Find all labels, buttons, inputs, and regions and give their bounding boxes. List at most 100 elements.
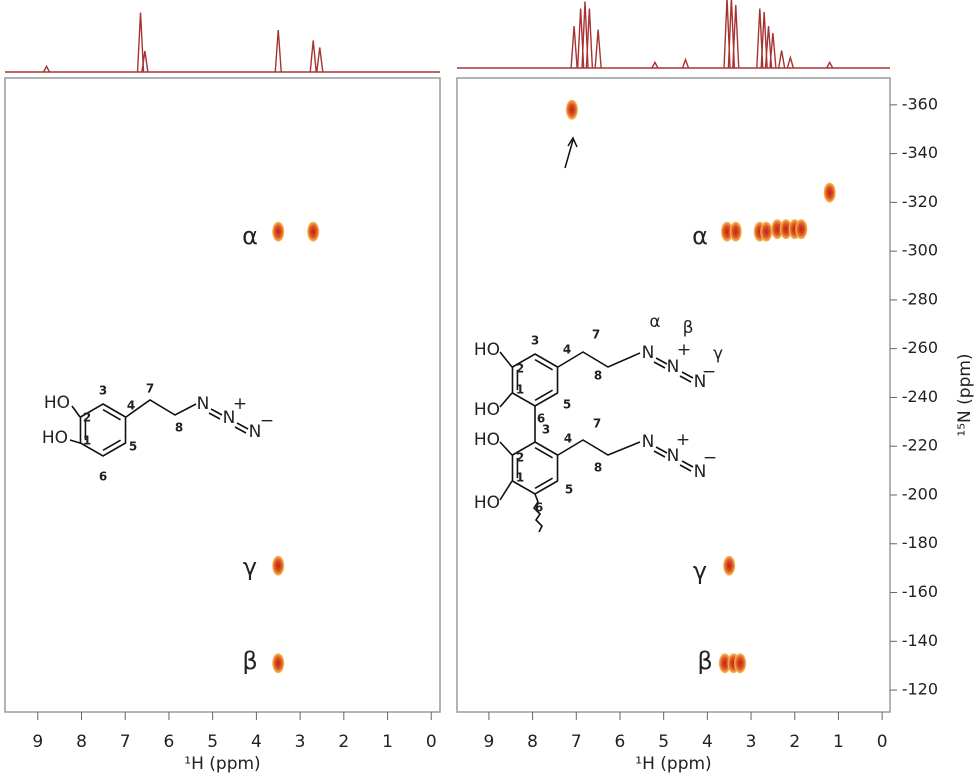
bond: [653, 357, 668, 369]
structure-label: 4: [127, 399, 135, 413]
structure-label: 7: [592, 328, 600, 342]
cross-peak: [721, 221, 734, 242]
peak-annotation: β: [697, 647, 712, 675]
cross-peak: [272, 221, 285, 242]
y-tick-label: -300: [902, 241, 938, 260]
y-tick-label: -240: [902, 387, 938, 406]
x-tick-label: 8: [76, 732, 87, 752]
structure-label: 8: [594, 369, 602, 383]
structure-label: N: [249, 422, 262, 442]
structure-label: N: [694, 462, 707, 482]
structure-label: 2: [516, 362, 524, 376]
projection-peak: [309, 40, 317, 73]
y-tick-label: -360: [902, 94, 938, 113]
structure-label: HO: [474, 430, 500, 450]
x-tick-label: 4: [702, 732, 713, 752]
structure-label: 6: [537, 412, 545, 426]
structure-label: 8: [594, 461, 602, 475]
bond: [534, 389, 553, 401]
plot-frame: [4, 77, 441, 713]
cross-peak: [718, 653, 731, 674]
structure-label: N: [642, 343, 655, 363]
y-tick-label: -280: [902, 289, 938, 308]
projection-peak: [769, 32, 777, 69]
cross-peak: [565, 99, 578, 120]
bond: [499, 351, 536, 501]
bond: [532, 493, 543, 533]
bond: [234, 422, 249, 434]
y-tick-label: -160: [902, 582, 938, 601]
x-tick-label: 0: [877, 732, 888, 752]
bond: [557, 351, 641, 456]
bond: [102, 409, 121, 421]
structure-label: HO: [474, 340, 500, 360]
structure-label: 5: [563, 398, 571, 412]
structure-label: N: [223, 408, 236, 428]
peak-annotation: β: [242, 647, 257, 675]
bond: [208, 408, 223, 420]
y-tick-label: -340: [902, 143, 938, 162]
x-tick-label: 3: [295, 732, 306, 752]
cross-peak: [723, 555, 736, 576]
structure-label: HO: [474, 493, 500, 513]
bond: [534, 447, 553, 459]
structure-label: N: [667, 446, 680, 466]
cross-peak: [272, 555, 285, 576]
projection-peak: [760, 11, 768, 69]
bond: [79, 403, 127, 457]
x-tick-label: 2: [338, 732, 349, 752]
x-tick-label: 5: [658, 732, 669, 752]
structure-label: 6: [99, 470, 107, 484]
structure-label: 2: [516, 451, 524, 465]
cross-peak: [823, 182, 836, 203]
structure-label: +: [677, 340, 691, 360]
structure-label: β: [683, 318, 694, 338]
bond: [534, 359, 553, 371]
y-tick-label: -260: [902, 338, 938, 357]
x-tick-label: 1: [382, 732, 393, 752]
arrow: [564, 136, 578, 169]
structure-label: α: [649, 312, 660, 332]
projection-peak: [651, 60, 659, 69]
structure-label: N: [642, 432, 655, 452]
projection-peak: [777, 50, 786, 69]
structure-label: γ: [713, 344, 723, 364]
peak-annotation: α: [242, 222, 258, 250]
cross-peak: [734, 653, 747, 674]
structure-label: N: [694, 372, 707, 392]
projection-peak: [732, 4, 740, 69]
projection-peak: [136, 12, 145, 73]
peak-annotation: α: [692, 222, 708, 250]
x-tick-label: 7: [120, 732, 131, 752]
x-tick-label: 8: [527, 732, 538, 752]
structure-label: HO: [44, 393, 70, 413]
cross-peak: [729, 221, 742, 242]
projection-peak: [316, 47, 324, 73]
y-tick-label: -200: [902, 484, 938, 503]
x-tick-label: 7: [571, 732, 582, 752]
structure-label: 5: [129, 440, 137, 454]
bond: [679, 460, 694, 472]
x-tick-label: 4: [251, 732, 262, 752]
structure-label: 5: [565, 483, 573, 497]
peak-annotation: γ: [243, 553, 257, 581]
x-tick-label: 6: [164, 732, 175, 752]
structure-label: +: [676, 430, 690, 450]
projection-peak: [570, 25, 578, 69]
x-tick-label: 9: [483, 732, 494, 752]
projection-peak: [594, 29, 602, 69]
y-axis-label: ¹⁵N (ppm): [955, 353, 975, 436]
projection-peak: [585, 8, 594, 69]
projection-peak: [42, 64, 51, 73]
bond: [653, 446, 668, 458]
structure-label: 8: [175, 421, 183, 435]
y-tick-label: -220: [902, 436, 938, 455]
structure-label: 4: [564, 432, 572, 446]
x-tick-label: 1: [833, 732, 844, 752]
y-tick-label: -320: [902, 192, 938, 211]
cross-peak: [771, 219, 784, 240]
structure-label: −: [703, 448, 717, 468]
structures: [69, 351, 694, 533]
x-tick-label: 6: [615, 732, 626, 752]
